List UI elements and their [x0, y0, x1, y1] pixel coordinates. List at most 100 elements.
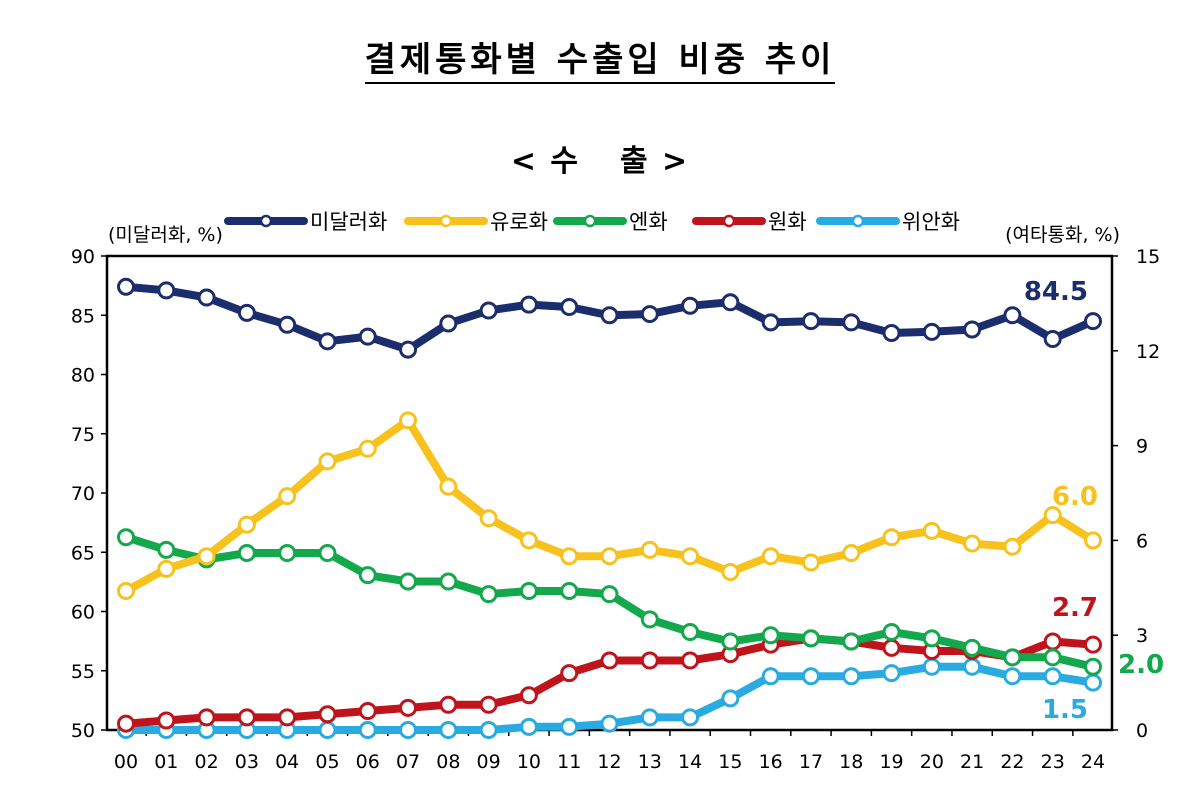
series-3	[117, 528, 1102, 676]
data-point	[278, 487, 297, 506]
chart-legend: 미달러화 유로화 엔화 원화 위안화	[224, 210, 960, 234]
data-point	[600, 714, 619, 733]
x-tick-label: 14	[678, 751, 702, 773]
data-point	[117, 528, 135, 547]
data-point	[358, 439, 377, 458]
end-value-label: 84.5	[1024, 277, 1088, 307]
data-point	[157, 540, 176, 559]
left-tick-label: 60	[71, 602, 95, 624]
x-tick-label: 20	[920, 751, 944, 773]
data-point	[358, 721, 377, 739]
right-tick-label: 15	[1136, 246, 1160, 268]
data-point	[519, 581, 538, 600]
data-point	[117, 581, 135, 600]
data-point	[882, 638, 901, 657]
data-point	[1003, 306, 1022, 325]
x-tick-label: 21	[960, 751, 984, 773]
legend-item: 엔화	[553, 210, 668, 234]
series-1	[117, 277, 1102, 359]
data-point	[237, 708, 256, 727]
page-title-text: 결제통화별 수출입 비중 추이	[364, 40, 836, 84]
data-point	[681, 708, 700, 727]
x-tick-label: 06	[356, 751, 380, 773]
data-point	[278, 544, 297, 563]
data-point	[439, 314, 458, 333]
data-point	[399, 698, 418, 717]
right-tick-label: 6	[1136, 530, 1148, 552]
data-point	[358, 702, 377, 721]
left-tick-label: 75	[71, 424, 95, 446]
data-point	[560, 664, 579, 683]
data-point	[882, 324, 901, 343]
x-tick-label: 08	[436, 751, 460, 773]
data-point	[157, 711, 176, 730]
data-point	[237, 303, 256, 322]
data-point	[801, 553, 820, 572]
data-point	[681, 547, 700, 566]
data-point	[278, 708, 297, 727]
data-point	[399, 572, 418, 591]
data-point	[801, 629, 820, 648]
data-point	[399, 411, 418, 430]
legend-swatch-marker	[583, 214, 597, 228]
data-point	[439, 477, 458, 496]
chart-subtitle: < 수 출 >	[0, 136, 1200, 180]
page-title: 결제통화별 수출입 비중 추이	[0, 32, 1200, 84]
data-point	[560, 717, 579, 736]
data-point	[479, 585, 498, 604]
data-point	[1084, 531, 1102, 550]
x-tick-label: 17	[799, 751, 823, 773]
data-point	[963, 534, 982, 553]
data-point	[197, 708, 216, 727]
data-point	[721, 689, 740, 708]
data-point	[318, 721, 337, 739]
data-point	[1043, 329, 1062, 348]
data-point	[1003, 667, 1022, 686]
data-point	[439, 721, 458, 739]
end-labels: 84.5 6.0 2.0 2.7 1.5	[1024, 277, 1164, 725]
data-point	[600, 651, 619, 670]
data-point	[1084, 657, 1102, 676]
legend-swatch-marker	[439, 214, 453, 228]
x-tick-label: 09	[477, 751, 501, 773]
data-point	[1084, 312, 1102, 331]
data-point	[197, 288, 216, 307]
right-tick-label: 9	[1136, 436, 1148, 458]
series-group	[117, 277, 1102, 739]
legend-item: 미달러화	[224, 210, 387, 234]
data-point	[1043, 506, 1062, 525]
data-point	[479, 695, 498, 714]
data-point	[963, 320, 982, 339]
data-point	[197, 547, 216, 566]
data-point	[761, 547, 780, 566]
data-point	[479, 509, 498, 528]
data-point	[721, 632, 740, 651]
data-point	[560, 547, 579, 566]
data-point	[560, 581, 579, 600]
data-point	[479, 721, 498, 739]
x-tick-label: 01	[154, 751, 178, 773]
data-point	[519, 531, 538, 550]
data-point	[721, 563, 740, 581]
data-point	[842, 313, 861, 332]
data-point	[922, 521, 941, 540]
legend-item: 원화	[692, 210, 807, 234]
x-tick-label: 07	[396, 751, 420, 773]
data-point	[157, 559, 176, 578]
data-point	[1043, 632, 1062, 651]
x-tick-label: 24	[1081, 751, 1105, 773]
data-point	[519, 717, 538, 736]
data-point	[560, 297, 579, 316]
data-point	[1084, 635, 1102, 654]
x-tick-label: 03	[235, 751, 259, 773]
left-tick-label: 85	[71, 305, 95, 327]
x-tick-label: 22	[1000, 751, 1024, 773]
x-tick-label: 13	[638, 751, 662, 773]
data-point	[963, 657, 982, 676]
data-point	[358, 327, 377, 346]
data-point	[922, 322, 941, 341]
x-tick-label: 15	[718, 751, 742, 773]
series-2	[117, 411, 1102, 600]
data-point	[882, 623, 901, 642]
left-tick-label: 70	[71, 483, 95, 505]
